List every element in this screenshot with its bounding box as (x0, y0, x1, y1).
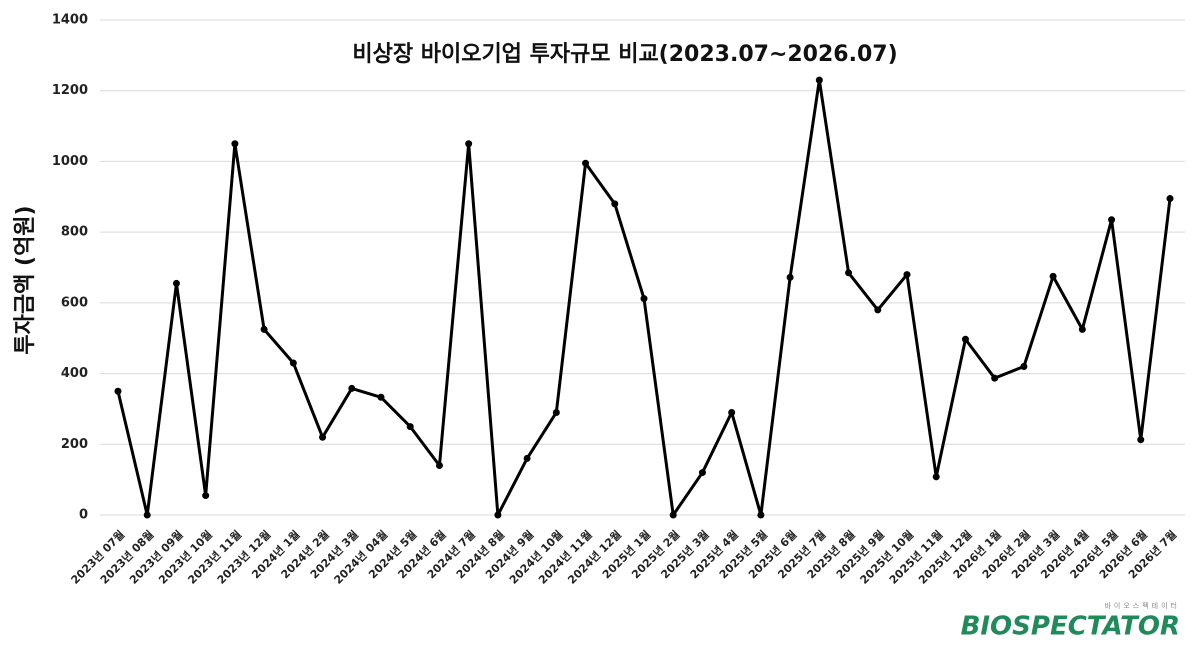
point (1078, 325, 1086, 333)
point (1166, 195, 1174, 203)
point (991, 374, 999, 382)
logo-subtitle: 바이오스펙테이터 (1104, 601, 1180, 610)
y-tick-label: 200 (61, 437, 88, 452)
y-tick-label: 1200 (52, 83, 88, 98)
point (1049, 272, 1057, 280)
point (114, 387, 122, 395)
point (961, 335, 969, 343)
point (172, 279, 180, 287)
point (640, 295, 648, 303)
point (494, 511, 502, 519)
point (1020, 363, 1028, 370)
point (319, 433, 327, 441)
point (698, 469, 706, 477)
point (845, 269, 853, 277)
point (348, 384, 356, 392)
point (523, 454, 531, 462)
y-tick-label: 800 (61, 225, 88, 240)
point (874, 306, 882, 314)
point (231, 140, 239, 148)
point (552, 408, 560, 416)
y-axis-label: 투자금액 (억원) (13, 205, 38, 354)
y-tick-label: 1000 (52, 154, 88, 169)
point (1108, 216, 1116, 224)
point (377, 393, 385, 401)
chart-title: 비상장 바이오기업 투자규모 비교(2023.07~2026.07) (352, 42, 897, 67)
point (582, 159, 590, 167)
point (728, 408, 736, 416)
y-tick-label: 400 (61, 366, 88, 381)
point (932, 473, 940, 481)
point (815, 76, 823, 84)
point (786, 273, 794, 281)
point (406, 423, 414, 431)
point (435, 462, 443, 469)
point (465, 140, 473, 148)
point (611, 200, 619, 208)
point (669, 511, 677, 519)
point (260, 325, 268, 333)
point (143, 511, 151, 519)
y-tick-label: 600 (61, 295, 88, 310)
logo: BIOSPECTATOR (961, 612, 1180, 642)
point (289, 359, 297, 367)
point (1137, 436, 1145, 444)
y-tick-label: 1400 (52, 13, 88, 28)
y-tick-label: 0 (79, 508, 88, 523)
point (903, 271, 911, 279)
point (202, 492, 210, 500)
point (757, 511, 765, 519)
